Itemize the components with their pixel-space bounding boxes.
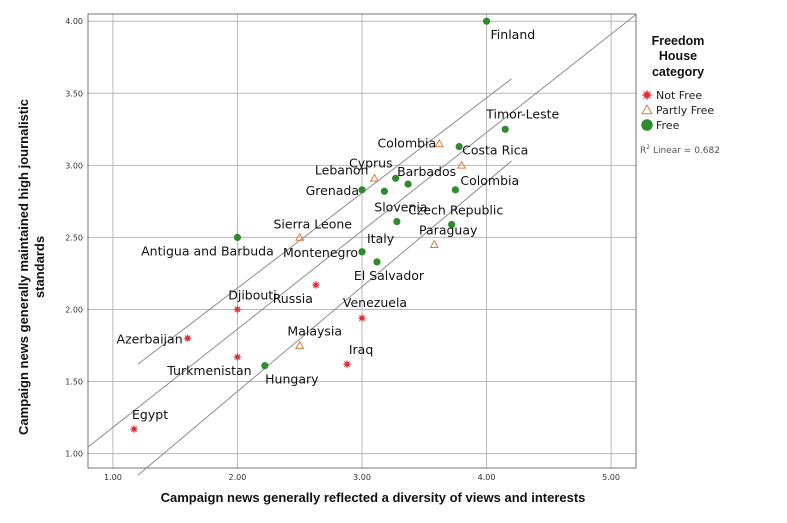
point-label: Grenada [306,183,359,198]
fit-lines [87,14,637,476]
data-points [129,17,509,434]
y-tick-label: 2.50 [65,233,83,242]
point-label: Lebanon [315,162,369,177]
point-label: Egypt [132,407,168,422]
data-point-free [358,186,366,194]
legend-marker-free [641,119,653,131]
grid-lines [88,14,636,468]
data-point-partly-free [429,239,439,248]
x-tick-label: 5.00 [602,473,620,482]
data-point-free [392,174,400,182]
point-label: Czech Republic [408,202,503,217]
legend-items: Not Free Partly Free Free [641,89,714,132]
point-label: Italy [367,231,395,246]
legend-title-line-1: Freedom [652,34,705,48]
x-tick-label: 3.00 [353,473,371,482]
data-point-partly-free [456,160,467,169]
upper-confidence-line [137,78,512,365]
point-label: Timor-Leste [485,106,559,121]
point-labels: Finland Timor-Leste Colombia Costa Rica Leba… [117,27,560,422]
legend-title-line-2: House [659,49,697,63]
x-tick-label: 1.00 [104,473,122,482]
plot-frame [87,13,637,469]
regression-fit-line [87,14,637,448]
data-point-not-free [182,333,193,343]
r-squared-label: R2 Linear = 0.682 [640,144,720,156]
data-point-free [451,186,460,194]
axis-ticks: 1.00 2.00 3.00 4.00 5.00 1.00 1.50 2.00 2.50 3.00… [65,17,620,482]
data-point-free [233,233,242,241]
point-label: Russia [273,291,313,306]
point-label: Montenegro [283,245,358,260]
data-point-free [380,187,389,195]
data-point-free [455,142,463,151]
legend-title-line-3: category [652,65,704,79]
point-label: Antigua and Barbuda [141,243,274,258]
data-point-free [404,180,412,188]
point-label: Djibouti [228,287,276,302]
data-point-partly-free [295,340,305,349]
point-label: Finland [491,27,536,42]
point-label: Paraguay [419,223,478,238]
point-label: Colombia [460,173,519,188]
data-point-free [501,125,509,133]
r-squared-value: Linear = 0.682 [650,146,720,156]
point-label: Azerbaijan [117,331,183,346]
data-point-free [373,258,381,266]
point-label: Hungary [265,372,319,387]
point-label: Costa Rica [462,143,528,158]
point-label: Slovenia [374,200,427,215]
point-label: Barbados [397,164,456,179]
data-point-not-free [357,313,367,323]
x-tick-label: 2.00 [229,473,247,482]
y-axis-title: Campaign news generally maintained high … [16,99,47,435]
data-point-not-free [232,304,243,315]
y-tick-label: 1.00 [65,450,83,459]
data-point-not-free [311,280,321,290]
r-squared-r: R [640,146,646,156]
legend: Freedom House category Not Free Partly Fr… [640,34,720,156]
data-point-free [448,220,456,229]
data-point-partly-free [434,138,444,148]
y-tick-label: 3.00 [65,161,83,170]
data-point-not-free [342,359,352,369]
y-tick-label: 1.50 [65,378,83,387]
point-label: Cyprus [349,155,393,170]
legend-label: Free [656,119,680,132]
y-axis-title-line-2: standards [32,236,47,298]
lower-confidence-line [137,160,512,476]
r-squared-superscript: 2 [646,144,650,151]
x-tick-label: 4.00 [478,473,496,482]
legend-label: Not Free [656,89,702,102]
point-label: Iraq [349,342,373,357]
point-label: Venezuela [343,295,407,310]
data-point-free [482,17,491,25]
legend-marker-not-free [641,89,653,101]
point-label: Sierra Leone [273,216,352,231]
x-axis-title: Campaign news generally reflected a dive… [161,490,586,505]
data-point-not-free [232,352,243,362]
legend-label: Partly Free [656,104,714,117]
y-axis-title-line-1: Campaign news generally maintained high … [16,99,31,435]
point-label: El Salvador [354,268,425,283]
point-label: Turkmenistan [166,363,251,378]
y-tick-label: 3.50 [65,89,83,98]
data-point-free [393,217,401,226]
data-point-free [261,362,269,370]
y-tick-label: 2.00 [65,305,83,314]
point-label: Malaysia [287,323,342,338]
legend-marker-partly-free [641,104,653,115]
data-point-free [358,248,366,256]
point-label: Colombia [377,136,436,151]
data-point-partly-free [295,232,305,241]
y-tick-label: 4.00 [65,17,83,26]
data-point-partly-free [369,173,380,182]
data-point-not-free [129,424,139,434]
